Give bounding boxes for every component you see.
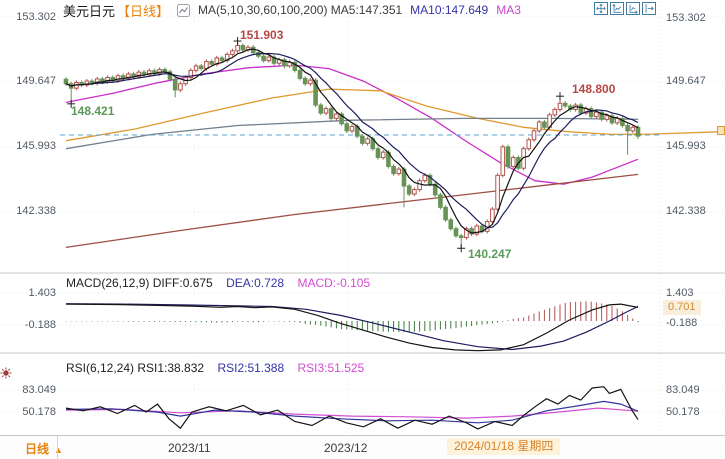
price-axis-left-1: 153.302	[16, 11, 56, 23]
rsi-axis-right-top: 83.049	[666, 384, 700, 396]
annotation-major-low: 140.247	[468, 247, 512, 261]
rsi-axis-left-bottom: 50.178	[22, 406, 56, 418]
indicator-settings-icon[interactable]	[0, 367, 13, 385]
current-price-axis-tag	[717, 126, 725, 135]
selected-date-tag: 2024/01/18 星期四	[447, 438, 561, 455]
ma-fast-lines	[65, 48, 639, 234]
price-axis-right-3: 145.993	[666, 140, 706, 152]
period-tag: 【日线】	[117, 3, 170, 19]
chart-type-icon	[177, 3, 191, 17]
time-axis-bar	[0, 435, 725, 459]
macd-axis-right-bottom: -0.188	[666, 317, 698, 329]
ma10-value-label: MA10:147.649	[410, 3, 489, 17]
annotation-early-low: 148.421	[71, 104, 115, 118]
candlesticks	[63, 41, 641, 250]
time-axis-label-1: 2023/11	[168, 441, 211, 455]
macd-axis-left-bottom: -0.188	[24, 319, 56, 331]
ma-settings-label: MA(5,10,30,60,100,200) MA5:147.351	[198, 3, 403, 17]
ma-overlay-lines	[65, 64, 719, 249]
rsi-header: RSI(6,12,24) RSI1:38.832 RSI2:51.388 RSI…	[66, 361, 364, 375]
period-dropdown-arrow-icon: ▲	[54, 445, 63, 455]
axis-shift-right-icon[interactable]	[642, 2, 656, 15]
macd-axis-right-top: 1.403	[666, 287, 694, 299]
price-axis-right-2: 149.647	[666, 75, 706, 87]
macd-title: MACD(26,12,9) DIFF:0.675	[66, 276, 213, 290]
price-axis-left-4: 142.338	[16, 205, 56, 217]
chart-header: 美元日元 【日线】 MA(5,10,30,60,100,200) MA5:147…	[63, 2, 521, 19]
axis-zoom-vertical-icon[interactable]	[610, 2, 624, 15]
extreme-markers	[67, 37, 642, 253]
rsi-title: RSI(6,12,24) RSI1:38.832	[66, 361, 205, 375]
macd-dea-label: DEA:0.728	[226, 276, 285, 290]
ma30-value-label: MA3	[496, 3, 521, 17]
axis-zoom-horizontal-icon[interactable]	[626, 2, 640, 15]
chart-toolbar	[594, 2, 656, 15]
rsi-axis-left-top: 83.049	[22, 384, 56, 396]
pan-crosshair-icon[interactable]	[594, 2, 608, 15]
rsi2-label: RSI2:51.388	[217, 361, 285, 375]
macd-header: MACD(26,12,9) DIFF:0.675 DEA:0.728 MACD:…	[66, 276, 370, 290]
annotation-high-peak: 151.903	[240, 28, 284, 42]
price-axis-left-2: 149.647	[16, 75, 56, 87]
macd-value-label: MACD:-0.105	[297, 276, 371, 290]
macd-current-value-tag: 0.701	[663, 300, 701, 315]
macd-lines	[65, 303, 639, 352]
symbol-title: 美元日元	[63, 3, 116, 19]
macd-axis-left-top: 1.403	[28, 287, 56, 299]
macd-histogram	[65, 301, 639, 333]
price-axis-right-4: 142.338	[666, 205, 706, 217]
bottom-bar-divider	[57, 436, 58, 459]
price-axis-left-3: 145.993	[16, 140, 56, 152]
annotation-recent-high: 148.800	[572, 82, 616, 96]
period-selector[interactable]: 日线 ▲	[25, 440, 63, 457]
price-axis-right-1: 153.302	[666, 12, 706, 24]
rsi3-label: RSI3:51.525	[297, 361, 365, 375]
rsi-axis-right-bottom: 50.178	[666, 406, 700, 418]
period-label: 日线	[25, 442, 50, 456]
rsi-lines	[65, 386, 639, 430]
time-axis-label-2: 2023/12	[324, 441, 368, 455]
